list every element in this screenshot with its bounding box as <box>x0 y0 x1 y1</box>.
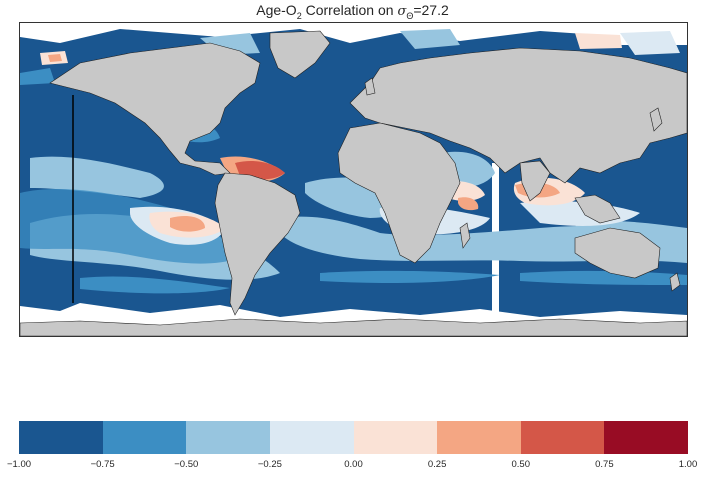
land-japan <box>649 107 663 132</box>
colorbar-tick-label: −0.50 <box>174 459 199 470</box>
colorbar-tick-labels: −1.00 −0.75 −0.50 −0.25 0.00 0.25 0.50 0.75 1.00 <box>7 459 697 473</box>
colorbar-segment <box>520 421 605 454</box>
land-india <box>519 160 551 202</box>
land-masses <box>20 30 687 336</box>
colorbar-tick-label: 0.00 <box>344 459 363 470</box>
colorbar-tick-label: −0.75 <box>90 459 115 470</box>
colorbar-segment <box>269 421 354 454</box>
colorbar-tick-label: 0.25 <box>427 459 447 470</box>
map-title: Age-O2 Correlation on σΘ=27.2 <box>256 2 449 21</box>
colorbar-tick-label: 0.75 <box>595 459 614 470</box>
land-eurasia <box>349 47 687 184</box>
land-maritime-se-asia <box>574 194 621 224</box>
land-antarctica <box>20 318 687 336</box>
colorbar-segment <box>19 421 103 454</box>
correlation-map <box>19 22 688 337</box>
land-north-america <box>49 42 261 176</box>
colorbar-segment <box>604 421 688 454</box>
land-australia <box>574 227 661 279</box>
colorbar-tick-label: −1.00 <box>6 459 32 470</box>
colorbar-segment <box>186 421 270 454</box>
colorbar-tick-label: 1.00 <box>678 459 698 470</box>
colorbar-tick-label: −0.25 <box>257 459 282 470</box>
colorbar-segment <box>437 421 521 454</box>
colorbar <box>19 421 688 454</box>
land-africa <box>337 122 461 264</box>
colorbar-segment <box>102 421 187 454</box>
map-canvas <box>20 23 687 336</box>
land-south-america <box>214 172 301 316</box>
colorbar-segment <box>353 421 438 454</box>
land-greenland <box>269 30 331 79</box>
colorbar-tick-label: 0.50 <box>511 459 531 470</box>
land-new-zealand <box>669 272 681 292</box>
land-british-isles <box>364 77 376 96</box>
land-madagascar <box>459 222 471 249</box>
